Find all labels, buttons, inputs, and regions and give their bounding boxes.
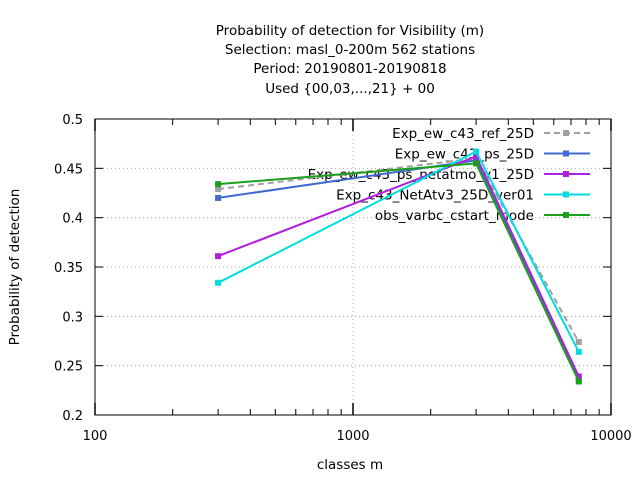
x-tick-label: 1000: [336, 429, 369, 444]
data-point: [473, 148, 480, 155]
legend-label: Exp_ew_c43_ps_netatmo_v1_25D: [308, 167, 534, 183]
y-tick-label: 0.45: [54, 162, 83, 177]
data-point: [215, 194, 222, 201]
plot-frame: [94, 118, 612, 416]
chart-title-line-3: Period: 20190801-20190818: [253, 61, 446, 77]
legend-swatch-marker: [563, 191, 569, 198]
data-point: [215, 279, 222, 286]
data-point: [215, 253, 222, 260]
data-point: [473, 160, 480, 167]
data-point: [215, 181, 222, 188]
chart-title-line-2: Selection: masl_0-200m 562 stations: [225, 42, 475, 58]
legend-swatch-marker: [563, 212, 569, 218]
data-point: [575, 338, 582, 345]
chart-title: Probability of detection for Visibility …: [216, 23, 484, 97]
x-tick-label: 100: [83, 429, 108, 444]
data-point: [215, 186, 222, 193]
legend-label: Exp_ew_c43_ref_25D: [392, 126, 534, 142]
legend-label: obs_varbc_cstart_mode: [375, 208, 534, 224]
chart-title-line-1: Probability of detection for Visibility …: [216, 23, 484, 39]
y-axis-label: Probability of detection: [7, 189, 23, 346]
chart-title-line-4: Used {00,03,...,21} + 00: [265, 81, 435, 97]
y-tick-label: 0.5: [62, 113, 83, 128]
data-point: [575, 348, 582, 355]
data-point: [575, 378, 582, 385]
y-tick-label: 0.35: [54, 261, 83, 276]
legend-swatch-marker: [563, 150, 569, 157]
legend-swatch-marker: [563, 130, 569, 136]
data-point: [473, 153, 480, 160]
data-point: [575, 373, 582, 380]
y-tick-label: 0.2: [62, 409, 83, 424]
grid: [95, 119, 611, 415]
series-lines: [215, 148, 582, 385]
legend-label: Exp_ew_c43_ps_25D: [395, 147, 534, 163]
x-axis-label: classes m: [317, 457, 383, 473]
axis-tick-labels: 0.2 0.25 0.3 0.35 0.4 0.45 0.5 100 1000 10000: [54, 113, 632, 444]
legend-swatch-marker: [563, 171, 569, 177]
y-tick-label: 0.25: [54, 360, 83, 375]
legend: Exp_ew_c43_ref_25D Exp_ew_c43_ps_25D Exp_e…: [308, 126, 590, 224]
y-tick-label: 0.3: [62, 310, 83, 325]
x-tick-label: 10000: [590, 429, 631, 444]
legend-label: Exp_c43_NetAtv3_25D_ver01: [336, 188, 534, 204]
y-tick-label: 0.4: [62, 212, 83, 227]
